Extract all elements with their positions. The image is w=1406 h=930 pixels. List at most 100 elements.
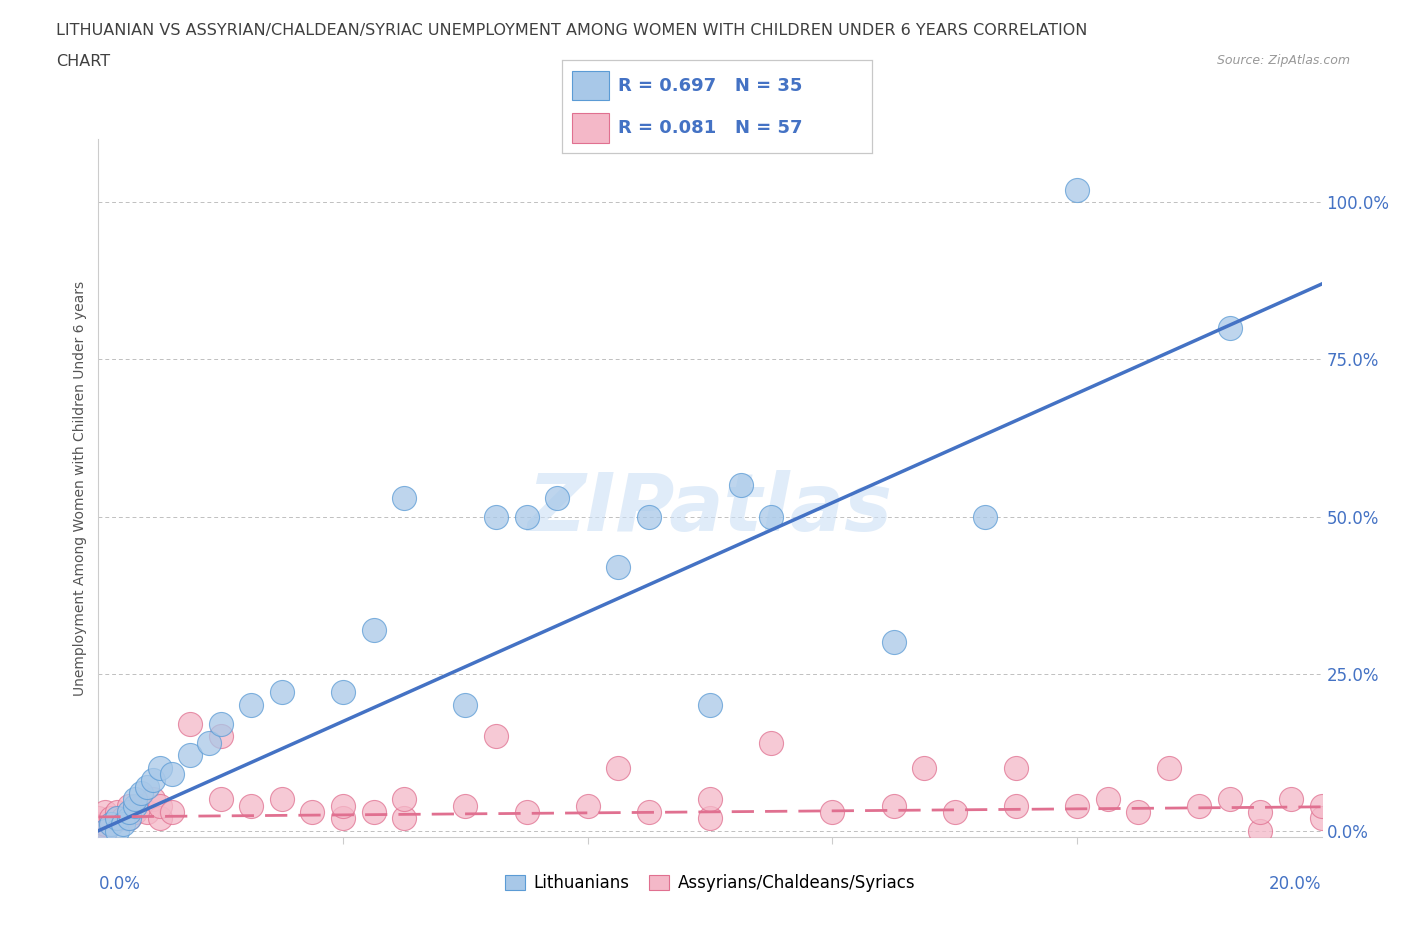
Point — [454, 698, 477, 712]
Point — [699, 698, 721, 712]
Point — [270, 685, 292, 700]
Point — [883, 798, 905, 813]
Point — [179, 748, 201, 763]
Point — [100, 817, 122, 831]
Point — [93, 804, 115, 819]
Text: 20.0%: 20.0% — [1270, 875, 1322, 894]
Point — [883, 635, 905, 650]
Point — [1219, 321, 1241, 336]
Point — [87, 811, 110, 826]
Point — [943, 804, 966, 819]
Point — [209, 729, 232, 744]
Point — [546, 490, 568, 505]
Point — [136, 779, 159, 794]
Point — [100, 811, 122, 826]
Point — [1066, 798, 1088, 813]
Point — [118, 798, 141, 813]
Point — [516, 804, 538, 819]
Point — [118, 804, 141, 819]
Point — [160, 766, 183, 781]
Point — [759, 736, 782, 751]
Point — [93, 817, 115, 831]
Point — [363, 804, 385, 819]
Point — [332, 685, 354, 700]
Point — [607, 559, 630, 574]
Point — [142, 791, 165, 806]
Point — [392, 490, 416, 505]
Point — [179, 716, 201, 731]
Point — [129, 798, 152, 813]
Text: CHART: CHART — [56, 54, 110, 69]
Point — [100, 817, 122, 831]
Point — [1310, 798, 1333, 813]
Point — [332, 798, 354, 813]
FancyBboxPatch shape — [572, 113, 609, 143]
Point — [392, 791, 416, 806]
Point — [118, 811, 141, 826]
Point — [1004, 798, 1026, 813]
Point — [912, 761, 935, 776]
Point — [105, 811, 128, 826]
Point — [149, 811, 172, 826]
Point — [821, 804, 844, 819]
Point — [111, 811, 134, 826]
Point — [332, 811, 354, 826]
Point — [270, 791, 292, 806]
Point — [124, 791, 146, 806]
Point — [118, 811, 141, 826]
Point — [637, 804, 661, 819]
Text: 0.0%: 0.0% — [98, 875, 141, 894]
Point — [516, 509, 538, 524]
Point — [105, 804, 128, 819]
Point — [607, 761, 630, 776]
Text: Source: ZipAtlas.com: Source: ZipAtlas.com — [1216, 54, 1350, 67]
Point — [160, 804, 183, 819]
Point — [485, 509, 508, 524]
Point — [1219, 791, 1241, 806]
Point — [301, 804, 323, 819]
Point — [129, 786, 152, 801]
Point — [730, 478, 752, 493]
Point — [1157, 761, 1180, 776]
Point — [136, 804, 159, 819]
Point — [1279, 791, 1302, 806]
Point — [1004, 761, 1026, 776]
Point — [576, 798, 599, 813]
Point — [240, 798, 263, 813]
FancyBboxPatch shape — [572, 71, 609, 100]
Point — [637, 509, 661, 524]
Legend: Lithuanians, Assyrians/Chaldeans/Syriacs: Lithuanians, Assyrians/Chaldeans/Syriacs — [498, 867, 922, 898]
Point — [392, 811, 416, 826]
Point — [1249, 823, 1271, 838]
Point — [454, 798, 477, 813]
Point — [485, 729, 508, 744]
Point — [105, 811, 128, 826]
Point — [105, 823, 128, 838]
Point — [149, 798, 172, 813]
Point — [1310, 811, 1333, 826]
Point — [209, 716, 232, 731]
Point — [1097, 791, 1119, 806]
Point — [759, 509, 782, 524]
Point — [699, 811, 721, 826]
Point — [93, 823, 115, 838]
Text: LITHUANIAN VS ASSYRIAN/CHALDEAN/SYRIAC UNEMPLOYMENT AMONG WOMEN WITH CHILDREN UN: LITHUANIAN VS ASSYRIAN/CHALDEAN/SYRIAC U… — [56, 23, 1088, 38]
Point — [974, 509, 997, 524]
Text: R = 0.081   N = 57: R = 0.081 N = 57 — [619, 119, 803, 138]
Point — [124, 804, 146, 819]
Point — [363, 622, 385, 637]
Point — [1128, 804, 1150, 819]
Point — [93, 823, 115, 838]
Text: R = 0.697   N = 35: R = 0.697 N = 35 — [619, 76, 803, 95]
Point — [87, 823, 110, 838]
Point — [240, 698, 263, 712]
Point — [142, 773, 165, 788]
Point — [197, 736, 219, 751]
Text: ZIPatlas: ZIPatlas — [527, 471, 893, 548]
Point — [699, 791, 721, 806]
Point — [149, 761, 172, 776]
Point — [87, 817, 110, 831]
Y-axis label: Unemployment Among Women with Children Under 6 years: Unemployment Among Women with Children U… — [73, 281, 87, 696]
Point — [124, 798, 146, 813]
Point — [1249, 804, 1271, 819]
